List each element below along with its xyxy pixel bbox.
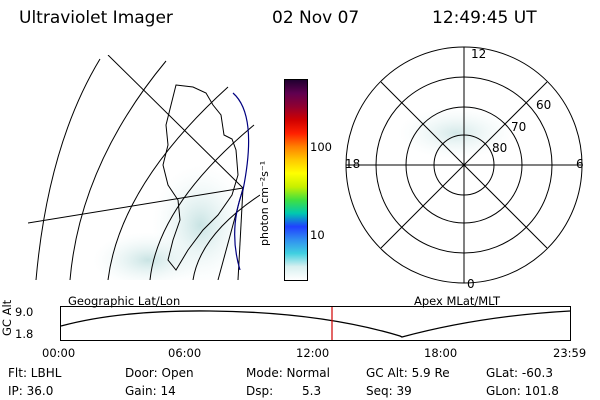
colorbar-tick-100: 100 xyxy=(310,140,332,154)
altitude-curve xyxy=(60,310,571,338)
aurora-glow xyxy=(93,232,203,280)
latitude-line xyxy=(69,60,167,280)
door-readout: Door: Open xyxy=(125,366,194,380)
colorbar xyxy=(284,79,308,281)
time-tick-1200: 12:00 xyxy=(296,346,330,360)
gc-alt-readout: GC Alt: 5.9 Re xyxy=(366,366,450,380)
latitude-line xyxy=(35,58,101,280)
mode-readout: Mode: Normal xyxy=(246,366,330,380)
time-readout: 12:49:45 UT xyxy=(432,8,537,28)
coastline xyxy=(162,84,239,271)
dsp-value: 5.3 xyxy=(302,384,322,398)
seq-readout: Seq: 39 xyxy=(366,384,412,398)
terminator-line xyxy=(232,92,250,271)
ip-readout: IP: 36.0 xyxy=(8,384,54,398)
mlt-label-12: 12 xyxy=(471,47,487,61)
mlt-label-18: 18 xyxy=(345,157,361,171)
apex-caption: Apex MLat/MLT xyxy=(414,294,501,308)
time-tick-1800: 18:00 xyxy=(424,346,458,360)
altitude-top-tick: 9.0 xyxy=(15,305,34,319)
longitude-line xyxy=(28,187,244,224)
latitude-line xyxy=(107,86,229,280)
mlt-label-0: 0 xyxy=(467,277,475,291)
dsp-label: Dsp: xyxy=(246,384,274,398)
colorbar-unit-label: photon cm⁻²s⁻¹ xyxy=(258,160,271,246)
altitude-axis-label: GC Alt xyxy=(0,299,14,336)
geographic-map xyxy=(28,55,260,280)
date-readout: 02 Nov 07 xyxy=(272,8,360,28)
altitude-bottom-tick: 1.8 xyxy=(15,327,34,341)
geographic-caption: Geographic Lat/Lon xyxy=(68,294,181,308)
filter-readout: Flt: LBHL xyxy=(8,366,62,380)
longitude-line xyxy=(107,55,244,189)
app-title: Ultraviolet Imager xyxy=(19,8,173,28)
mlt-line-diagonal xyxy=(380,81,548,249)
latitude-line xyxy=(149,124,255,280)
mlt-label-6: 6 xyxy=(576,157,584,171)
time-tick-0000: 00:00 xyxy=(42,346,76,360)
colorbar-tick-10: 10 xyxy=(310,228,325,242)
lat-label-70: 70 xyxy=(511,120,527,134)
lat-label-80: 80 xyxy=(492,141,508,155)
lat-label-60: 60 xyxy=(536,98,552,112)
orbit-altitude-plot xyxy=(60,306,571,341)
time-tick-0600: 06:00 xyxy=(168,346,202,360)
polar-plot xyxy=(345,46,583,284)
time-tick-2359: 23:59 xyxy=(553,346,587,360)
glon-readout: GLon: 101.8 xyxy=(486,384,559,398)
glat-readout: GLat: -60.3 xyxy=(486,366,553,380)
gain-readout: Gain: 14 xyxy=(125,384,176,398)
latitude-line xyxy=(192,194,260,280)
